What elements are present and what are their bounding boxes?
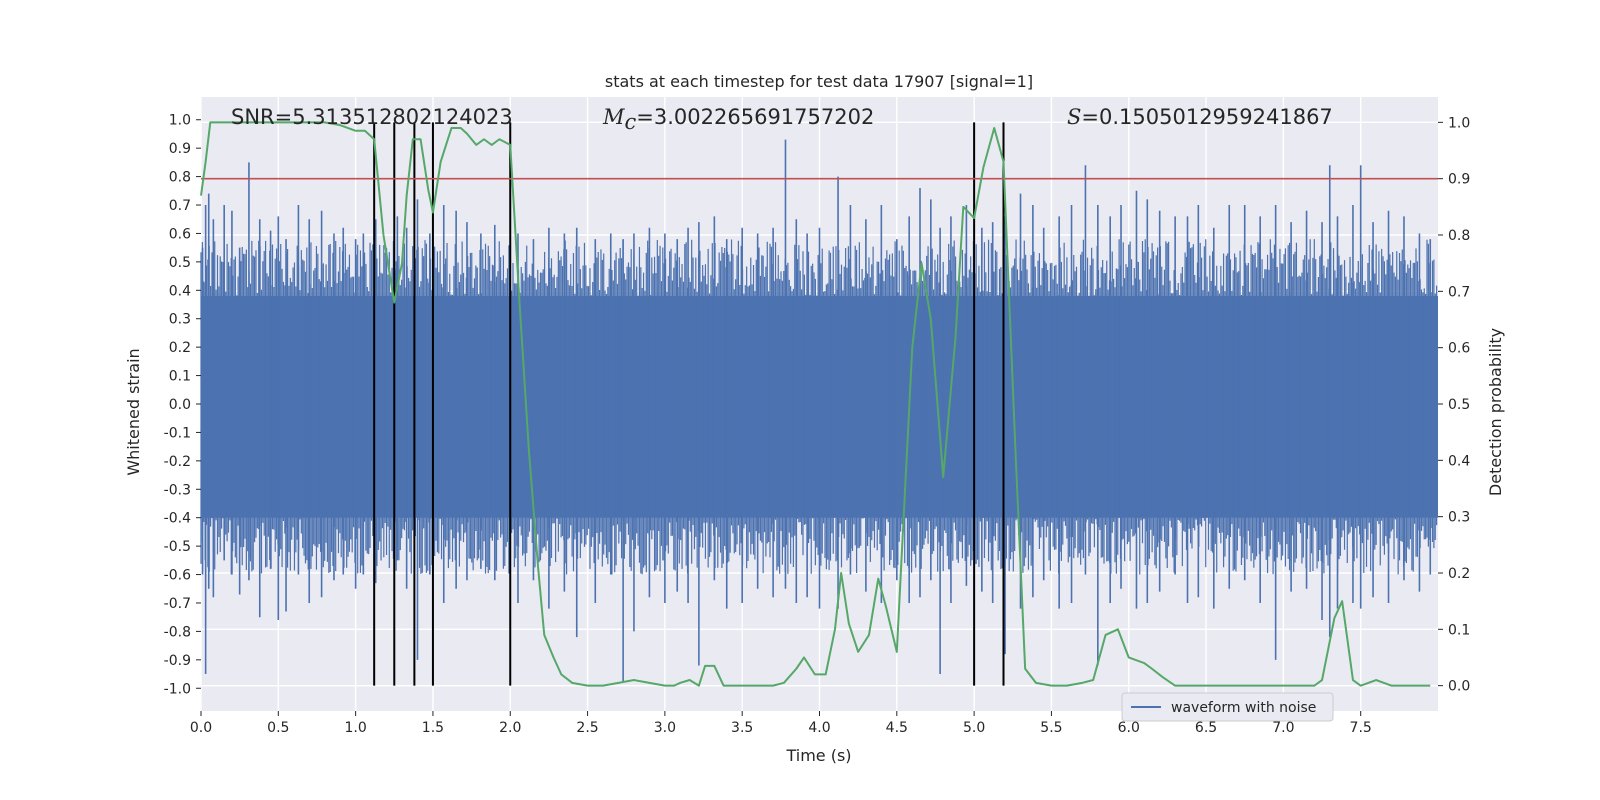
y-right-axis-ticks: 1.0 0.9 0.8 0.7 0.6 0.5 0.4 0.3 0.2 0.1 0.0 [1438, 115, 1470, 695]
x-tick-label: 0.0 [190, 720, 212, 736]
x-tick-label: 4.0 [808, 720, 830, 736]
y-left-tick-label: -0.7 [164, 596, 191, 612]
legend-label: waveform with noise [1171, 700, 1316, 716]
y-left-tick-label: 0.0 [169, 397, 191, 413]
x-tick-label: 5.5 [1040, 720, 1062, 736]
y-right-tick-label: 0.3 [1448, 510, 1470, 526]
x-tick-label: 3.5 [731, 720, 753, 736]
x-tick-label: 2.0 [499, 720, 521, 736]
y-right-tick-label: 0.8 [1448, 228, 1470, 244]
legend: waveform with noise [1121, 692, 1334, 722]
s-value: =0.1505012959241867 [1081, 105, 1332, 129]
legend-box [1121, 692, 1334, 722]
x-axis-label: Time (s) [785, 746, 851, 765]
y-right-axis-label: Detection probability [1486, 328, 1505, 496]
y-right-tick-label: 0.4 [1448, 453, 1470, 469]
y-right-tick-label: 0.9 [1448, 172, 1470, 188]
snr-annotation: SNR=5.313512802124023 [231, 105, 513, 129]
chart-title: stats at each timestep for test data 179… [605, 72, 1033, 91]
x-tick-label: 2.5 [576, 720, 598, 736]
chirp-mass-value: =3.002265691757202 [636, 105, 874, 129]
x-axis-ticks: 0.0 0.5 1.0 1.5 2.0 2.5 3.0 3.5 4.0 4.5 5.0 5.5 6.0 6… [190, 711, 1372, 736]
y-left-tick-label: -0.6 [164, 568, 191, 584]
y-left-tick-label: 0.8 [169, 170, 191, 186]
x-tick-label: 6.0 [1118, 720, 1140, 736]
x-tick-label: 5.0 [963, 720, 985, 736]
y-left-tick-label: -0.9 [164, 653, 191, 669]
y-left-tick-label: 0.3 [169, 312, 191, 328]
y-left-tick-label: -0.4 [164, 511, 191, 527]
y-left-axis-label: Whitened strain [124, 348, 143, 475]
y-right-tick-label: 0.6 [1448, 341, 1470, 357]
x-tick-label: 7.5 [1350, 720, 1372, 736]
x-tick-label: 7.0 [1272, 720, 1294, 736]
x-tick-label: 6.5 [1195, 720, 1217, 736]
probability-series [200, 121, 1431, 687]
y-left-tick-label: 0.9 [169, 141, 191, 157]
chirp-mass-symbol: M [602, 105, 625, 129]
y-left-tick-label: 1.0 [169, 113, 191, 129]
y-left-tick-label: -0.8 [164, 624, 191, 640]
y-left-tick-label: -0.2 [164, 454, 191, 470]
x-tick-label: 3.0 [654, 720, 676, 736]
y-left-tick-label: -1.0 [164, 681, 191, 697]
y-right-tick-label: 0.7 [1448, 284, 1470, 300]
s-symbol: S [1067, 105, 1081, 129]
y-right-tick-label: 0.0 [1448, 679, 1470, 695]
waveform-spikes [201, 139, 1432, 683]
y-left-tick-label: 0.5 [169, 255, 191, 271]
s-annotation: S=0.1505012959241867 [1067, 105, 1333, 129]
y-left-tick-label: 0.6 [169, 226, 191, 242]
x-tick-label: 1.5 [422, 720, 444, 736]
y-left-axis-ticks: 1.0 0.9 0.8 0.7 0.6 0.5 0.4 0.3 0.2 0.1 0.0 -0.1 -0.… [164, 113, 201, 697]
event-lines [373, 122, 1005, 686]
x-tick-label: 1.0 [344, 720, 366, 736]
y-left-tick-label: 0.2 [169, 340, 191, 356]
x-tick-label: 0.5 [267, 720, 289, 736]
x-tick-label: 4.5 [886, 720, 908, 736]
y-left-tick-label: 0.7 [169, 198, 191, 214]
y-left-tick-label: -0.5 [164, 539, 191, 555]
y-left-tick-label: -0.3 [164, 482, 191, 498]
y-right-tick-label: 0.2 [1448, 566, 1470, 582]
y-right-tick-label: 1.0 [1448, 115, 1470, 131]
y-right-tick-label: 0.1 [1448, 622, 1470, 638]
y-left-tick-label: 0.1 [169, 369, 191, 385]
y-left-tick-label: 0.4 [169, 283, 191, 299]
probability-line [200, 121, 1431, 687]
y-right-tick-label: 0.5 [1448, 397, 1470, 413]
chirp-mass-subscript: c [625, 110, 637, 134]
y-left-tick-label: -0.1 [164, 425, 191, 441]
chirp-mass-annotation: Mc=3.002265691757202 [602, 105, 874, 134]
